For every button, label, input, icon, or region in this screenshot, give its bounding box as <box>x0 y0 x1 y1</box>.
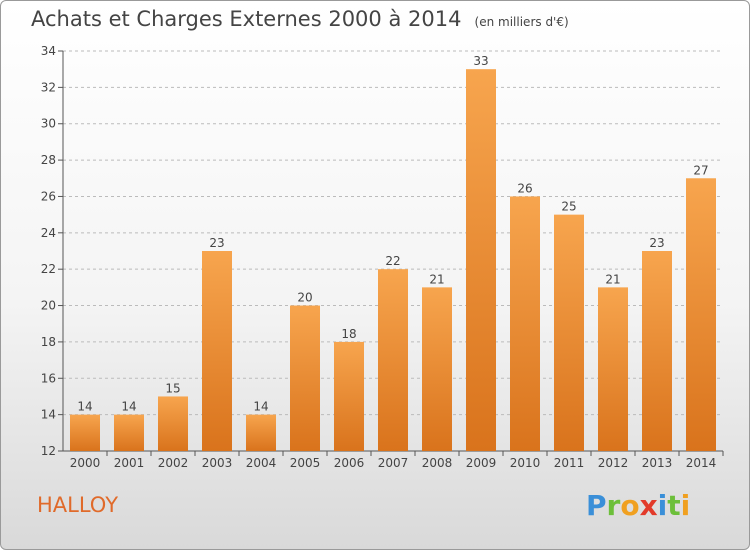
x-tick-label: 2010 <box>510 456 541 470</box>
chart-title-group: Achats et Charges Externes 2000 à 2014 (… <box>31 7 569 31</box>
x-tick-label: 2008 <box>422 456 453 470</box>
data-label: 15 <box>165 381 180 395</box>
bar <box>378 269 408 451</box>
x-tick-label: 2007 <box>378 456 409 470</box>
bar <box>202 251 232 451</box>
x-tick-label: 2001 <box>114 456 145 470</box>
bar <box>510 196 540 451</box>
x-tick-label: 2009 <box>466 456 497 470</box>
y-tick-label: 24 <box>41 226 56 240</box>
y-tick-label: 12 <box>41 444 56 458</box>
bar <box>466 69 496 451</box>
x-tick-label: 2004 <box>246 456 277 470</box>
data-label: 27 <box>693 163 708 177</box>
commune-name: HALLOY <box>37 493 119 517</box>
data-label: 23 <box>209 236 224 250</box>
logo-letter: i <box>680 489 691 522</box>
y-tick-label: 20 <box>41 299 56 313</box>
y-tick-label: 26 <box>41 189 56 203</box>
logo-letter: r <box>606 489 621 522</box>
data-label: 22 <box>385 254 400 268</box>
data-label: 18 <box>341 327 356 341</box>
bar <box>554 214 584 451</box>
y-tick-label: 18 <box>41 335 56 349</box>
data-label: 20 <box>297 291 312 305</box>
x-tick-label: 2006 <box>334 456 365 470</box>
x-tick-label: 2012 <box>598 456 629 470</box>
bar <box>290 305 320 451</box>
bar <box>686 178 716 452</box>
chart-title: Achats et Charges Externes 2000 à 2014 <box>31 7 462 31</box>
x-tick-label: 2005 <box>290 456 321 470</box>
bar <box>598 287 628 451</box>
y-tick-label: 22 <box>41 262 56 276</box>
x-tick-label: 2014 <box>686 456 717 470</box>
bar <box>70 414 100 451</box>
data-label: 14 <box>121 400 136 414</box>
bar <box>422 287 452 451</box>
bar <box>642 251 672 451</box>
bar <box>114 414 144 451</box>
proxiti-logo: Proxiti <box>586 489 690 522</box>
logo-letter: o <box>620 489 640 522</box>
data-label: 14 <box>77 400 92 414</box>
data-label: 25 <box>561 200 576 214</box>
y-tick-label: 14 <box>41 408 56 422</box>
x-tick-label: 2003 <box>202 456 233 470</box>
y-tick-label: 34 <box>41 44 56 58</box>
data-label: 33 <box>473 54 488 68</box>
y-tick-label: 32 <box>41 80 56 94</box>
logo-letter: i <box>657 489 668 522</box>
bar <box>158 396 188 451</box>
x-tick-label: 2013 <box>642 456 673 470</box>
data-label: 26 <box>517 181 532 195</box>
logo-letter: t <box>667 489 681 522</box>
data-label: 23 <box>649 236 664 250</box>
bar <box>334 341 364 451</box>
chart-unit: (en milliers d'€) <box>474 15 569 29</box>
x-tick-label: 2011 <box>554 456 585 470</box>
y-tick-label: 16 <box>41 371 56 385</box>
data-label: 21 <box>605 272 620 286</box>
logo-letter: x <box>639 489 658 522</box>
y-tick-label: 30 <box>41 117 56 131</box>
x-tick-label: 2000 <box>70 456 101 470</box>
bar <box>246 414 276 451</box>
x-tick-label: 2002 <box>158 456 189 470</box>
y-tick-label: 28 <box>41 153 56 167</box>
logo-letter: P <box>586 489 607 522</box>
data-label: 21 <box>429 272 444 286</box>
data-label: 14 <box>253 400 268 414</box>
